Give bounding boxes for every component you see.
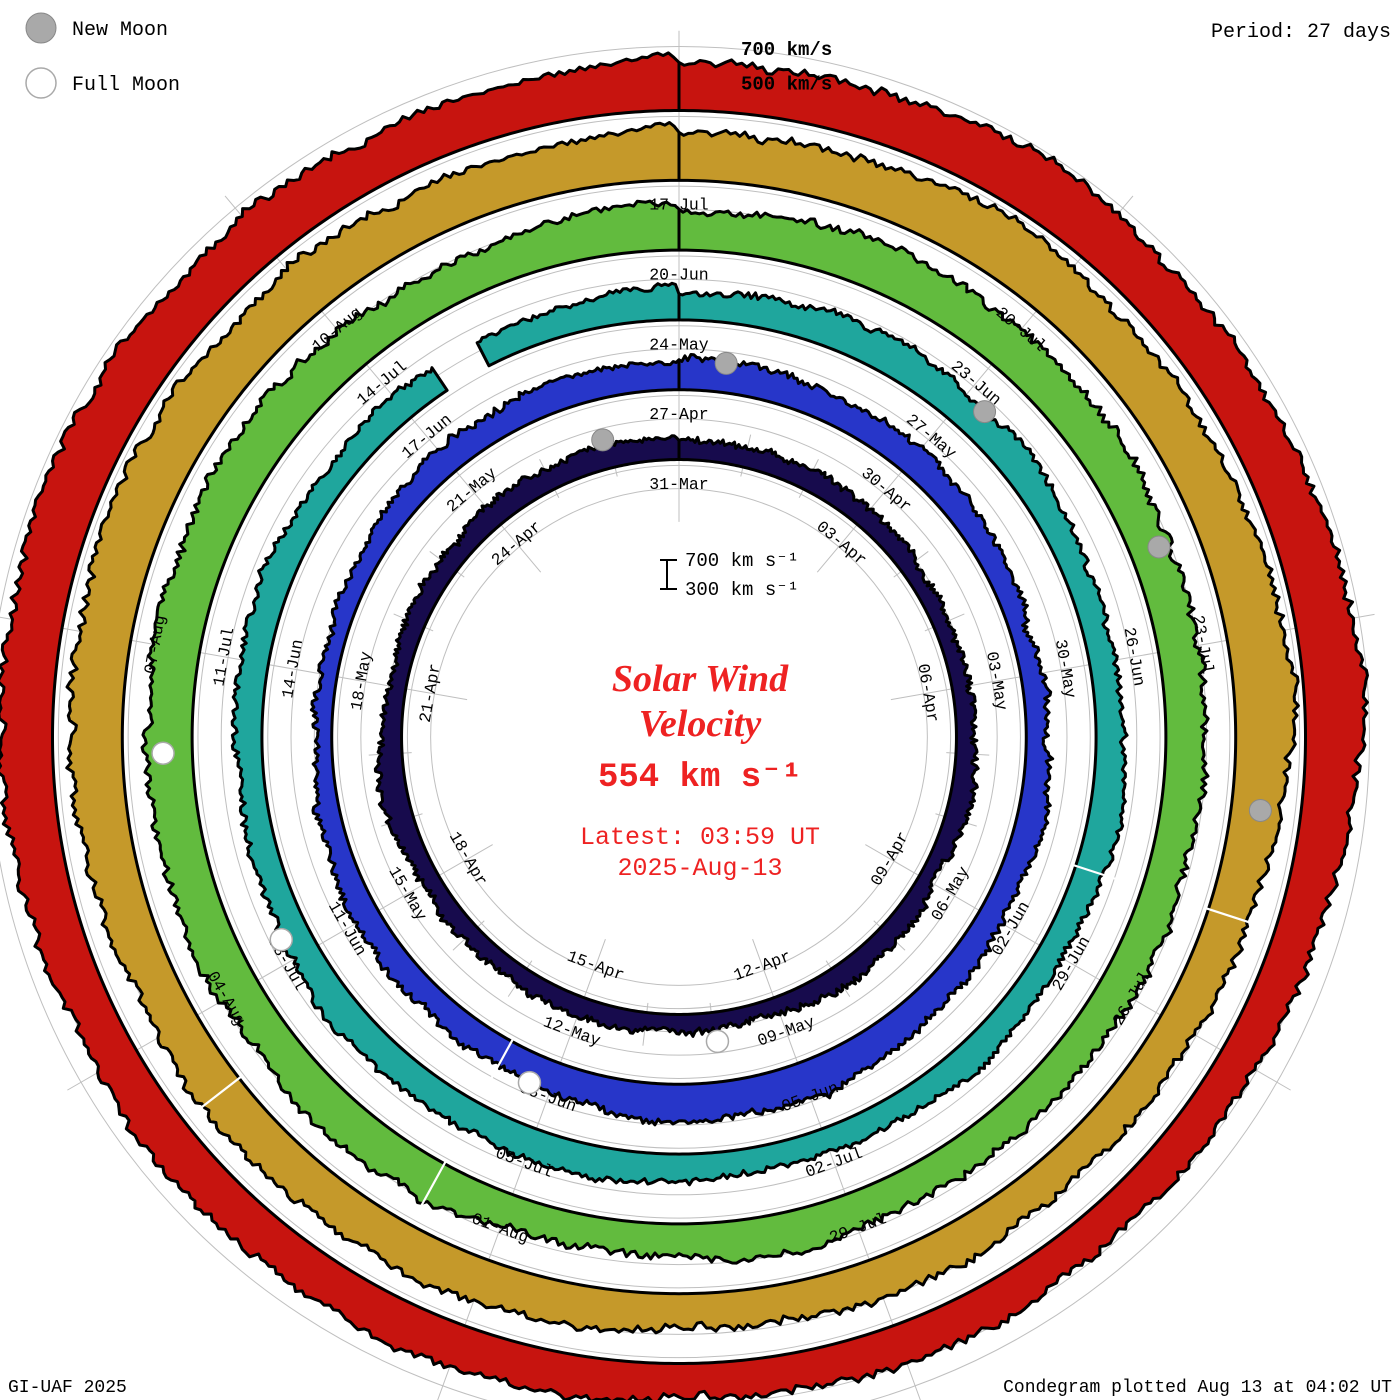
svg-text:18-May: 18-May (347, 650, 376, 712)
svg-text:24-May: 24-May (649, 335, 709, 354)
svg-text:03-May: 03-May (982, 650, 1011, 712)
svg-text:06-Apr: 06-Apr (913, 662, 942, 724)
svg-text:700 km s⁻¹: 700 km s⁻¹ (685, 550, 799, 572)
svg-text:300 km s⁻¹: 300 km s⁻¹ (685, 579, 799, 601)
svg-text:500 km/s: 500 km/s (741, 74, 832, 96)
svg-text:15-Apr: 15-Apr (565, 947, 627, 985)
svg-text:Condegram plotted Aug 13 at 04: Condegram plotted Aug 13 at 04:02 UT (1003, 1378, 1392, 1398)
svg-text:GI-UAF 2025: GI-UAF 2025 (8, 1378, 127, 1398)
svg-text:26-Jun: 26-Jun (1120, 626, 1149, 688)
svg-text:11-Jul: 11-Jul (209, 626, 238, 688)
svg-text:700 km/s: 700 km/s (741, 39, 832, 61)
svg-text:18-Apr: 18-Apr (445, 828, 491, 889)
svg-text:Latest: 03:59 UT: Latest: 03:59 UT (580, 823, 820, 852)
svg-text:27-Apr: 27-Apr (649, 405, 708, 424)
svg-text:12-Apr: 12-Apr (731, 947, 793, 985)
svg-text:Solar Wind: Solar Wind (612, 658, 789, 700)
svg-text:21-Apr: 21-Apr (416, 662, 445, 724)
svg-text:554 km s⁻¹: 554 km s⁻¹ (598, 759, 802, 797)
svg-text:Full Moon: Full Moon (72, 74, 180, 97)
svg-text:20-Jun: 20-Jun (649, 265, 708, 284)
svg-text:31-Mar: 31-Mar (649, 475, 708, 494)
svg-text:New Moon: New Moon (72, 19, 168, 42)
svg-text:17-Jul: 17-Jul (649, 196, 708, 215)
svg-text:30-May: 30-May (1051, 638, 1080, 700)
svg-text:09-Apr: 09-Apr (867, 828, 913, 889)
svg-text:14-Jun: 14-Jun (278, 638, 307, 700)
svg-text:Velocity: Velocity (639, 703, 762, 745)
svg-text:2025-Aug-13: 2025-Aug-13 (617, 854, 782, 883)
svg-text:Period: 27 days: Period: 27 days (1211, 21, 1391, 44)
